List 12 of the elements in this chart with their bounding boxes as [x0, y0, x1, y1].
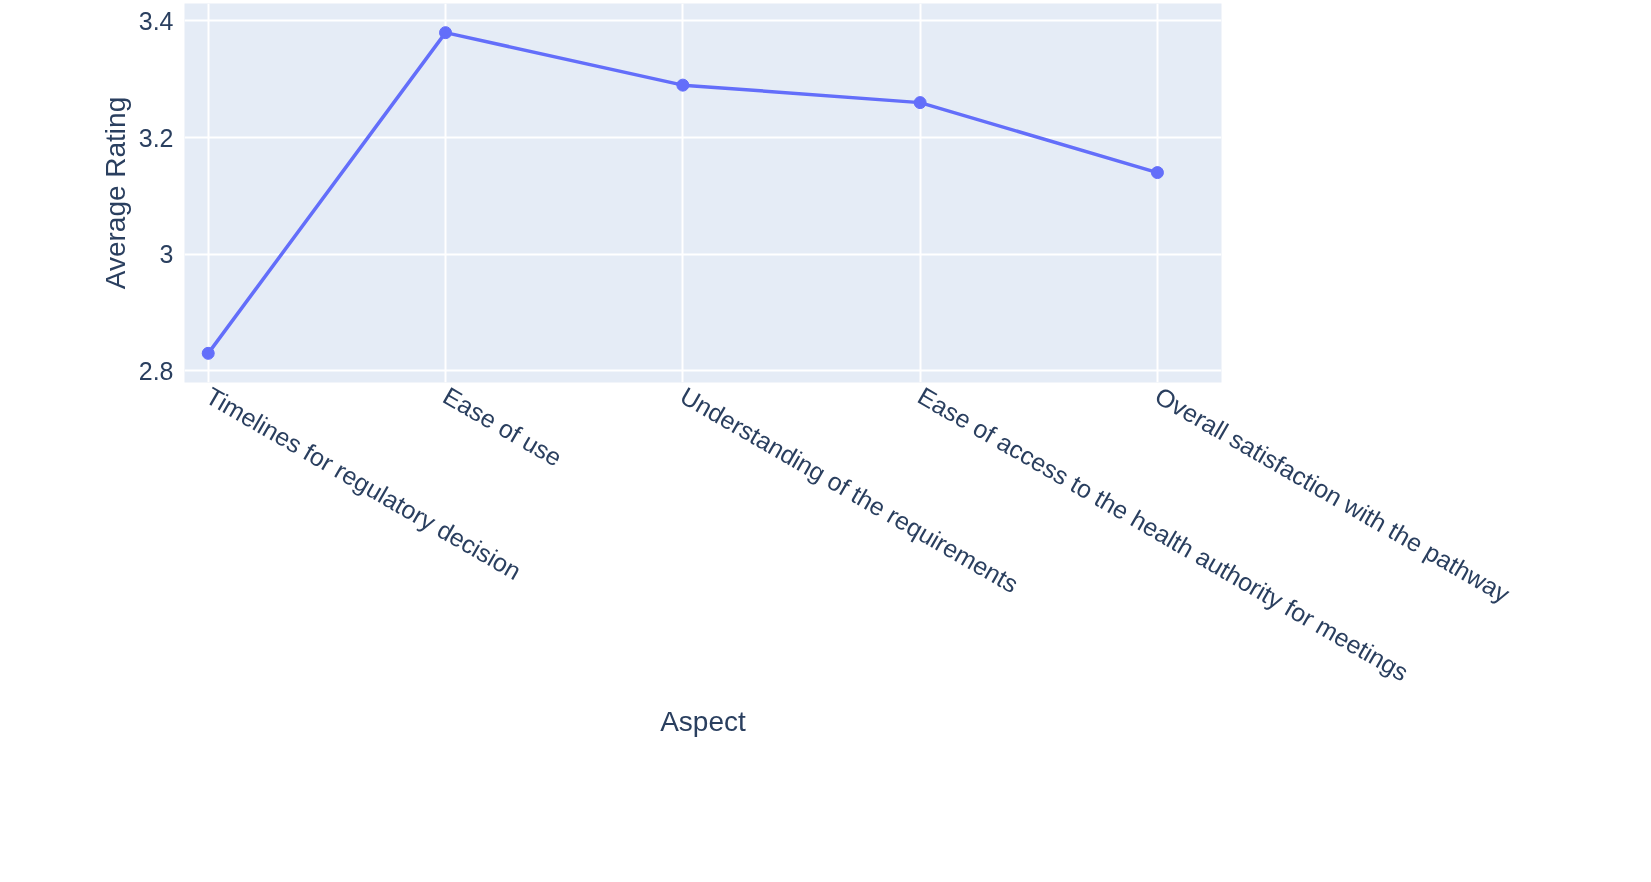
- y-tick-label: 3: [159, 240, 174, 269]
- y-tick-label: 2.8: [138, 356, 174, 385]
- y-tick-label: 3.4: [138, 6, 174, 35]
- point: [676, 78, 690, 92]
- point: [913, 96, 927, 110]
- point: [1150, 166, 1164, 180]
- x-axis-title: Aspect: [660, 706, 747, 738]
- point: [201, 346, 215, 360]
- x-tick-label: Ease of use: [438, 381, 567, 472]
- y-axis-title: Average Rating: [99, 96, 131, 290]
- point: [439, 26, 453, 40]
- y-tick-label: 3.2: [138, 123, 174, 152]
